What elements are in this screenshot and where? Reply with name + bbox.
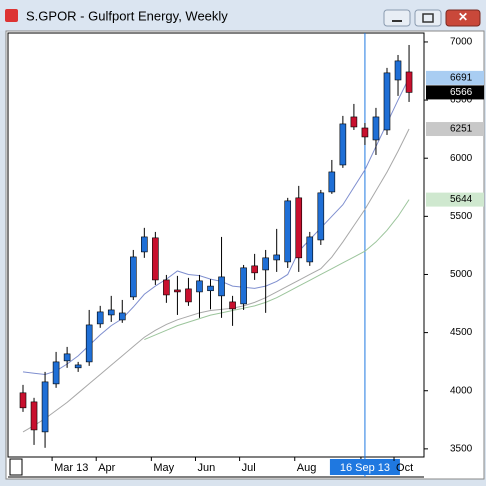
candle-body bbox=[240, 267, 247, 305]
price-label-box bbox=[426, 122, 484, 137]
candle-body bbox=[372, 116, 380, 141]
candle-body bbox=[405, 71, 413, 93]
candle-body bbox=[41, 381, 49, 433]
y-tick-label: 6500 bbox=[450, 95, 473, 106]
candle-body bbox=[152, 237, 159, 281]
candle-body bbox=[284, 200, 292, 263]
candle-body bbox=[273, 254, 280, 261]
close-button[interactable] bbox=[445, 9, 481, 27]
price-label-box bbox=[426, 192, 484, 207]
y-tick-label: 6000 bbox=[450, 153, 473, 164]
candle-body bbox=[96, 311, 104, 325]
candle-body bbox=[185, 288, 192, 303]
moving-average bbox=[22, 128, 410, 433]
x-tick-label: Oct bbox=[396, 462, 413, 474]
y-tick-label: 5000 bbox=[450, 269, 473, 280]
x-tick-label: May bbox=[153, 462, 174, 474]
x-tick-label: Apr bbox=[98, 462, 115, 474]
candle-body bbox=[207, 285, 214, 292]
x-tick-label: Jun bbox=[197, 462, 215, 474]
maximize-icon bbox=[422, 13, 434, 23]
marks: 3500 4000 4500 5000 5500 6000 6500 7000 Mar 13 Ap… bbox=[19, 33, 484, 477]
y-tick-label: 5500 bbox=[450, 211, 473, 222]
x-tick-label: Mar 13 bbox=[54, 462, 88, 474]
x-tick-label: Jul bbox=[242, 462, 256, 474]
candle-body bbox=[74, 364, 82, 369]
candle-body bbox=[174, 289, 181, 293]
candle-body bbox=[317, 192, 325, 241]
candle-body bbox=[229, 301, 236, 310]
x-tick-label: Aug bbox=[297, 462, 317, 474]
candle-body bbox=[85, 324, 93, 363]
candle-body bbox=[52, 361, 60, 385]
close-icon: ✕ bbox=[458, 10, 468, 24]
candle-body bbox=[383, 72, 391, 131]
plot-area bbox=[7, 32, 425, 458]
candle-body bbox=[218, 276, 225, 297]
candle-body bbox=[196, 280, 203, 293]
candle-body bbox=[262, 257, 269, 271]
y-tick-label: 4000 bbox=[450, 385, 473, 396]
candle-body bbox=[361, 127, 369, 138]
minimize-button[interactable] bbox=[383, 9, 411, 27]
crosshair-date-box bbox=[329, 459, 400, 475]
candle-body bbox=[107, 309, 115, 316]
y-tick-label: 4500 bbox=[450, 327, 473, 338]
axis-corner-box bbox=[9, 458, 23, 476]
app-icon bbox=[5, 9, 18, 22]
price-label-box bbox=[426, 85, 484, 100]
candle-body bbox=[63, 353, 71, 362]
x-tick-label: 16 Sep 13 bbox=[340, 462, 390, 474]
candle-body bbox=[350, 116, 358, 128]
candle-body bbox=[163, 279, 170, 296]
candle-body bbox=[130, 256, 137, 298]
candle-body bbox=[295, 197, 303, 259]
candle-body bbox=[19, 392, 27, 409]
candle-body bbox=[306, 236, 314, 263]
maximize-button[interactable] bbox=[414, 9, 442, 27]
price-label: 5644 bbox=[450, 194, 473, 205]
moving-average bbox=[144, 199, 410, 341]
candle-body bbox=[339, 123, 347, 166]
price-label-box bbox=[426, 70, 484, 85]
price-label: 6251 bbox=[450, 124, 473, 135]
candle-body bbox=[141, 236, 148, 253]
candle-body bbox=[118, 312, 126, 321]
y-tick-label: 7000 bbox=[450, 37, 473, 48]
price-label: 6691 bbox=[450, 73, 473, 84]
candle-body bbox=[328, 171, 336, 193]
window-title: S.GPOR - Gulfport Energy, Weekly bbox=[26, 8, 228, 23]
candle-body bbox=[394, 60, 402, 81]
price-label: 6566 bbox=[450, 87, 473, 98]
candle-body bbox=[30, 401, 38, 431]
candle-body bbox=[251, 265, 258, 274]
y-tick-label: 3500 bbox=[450, 444, 473, 455]
